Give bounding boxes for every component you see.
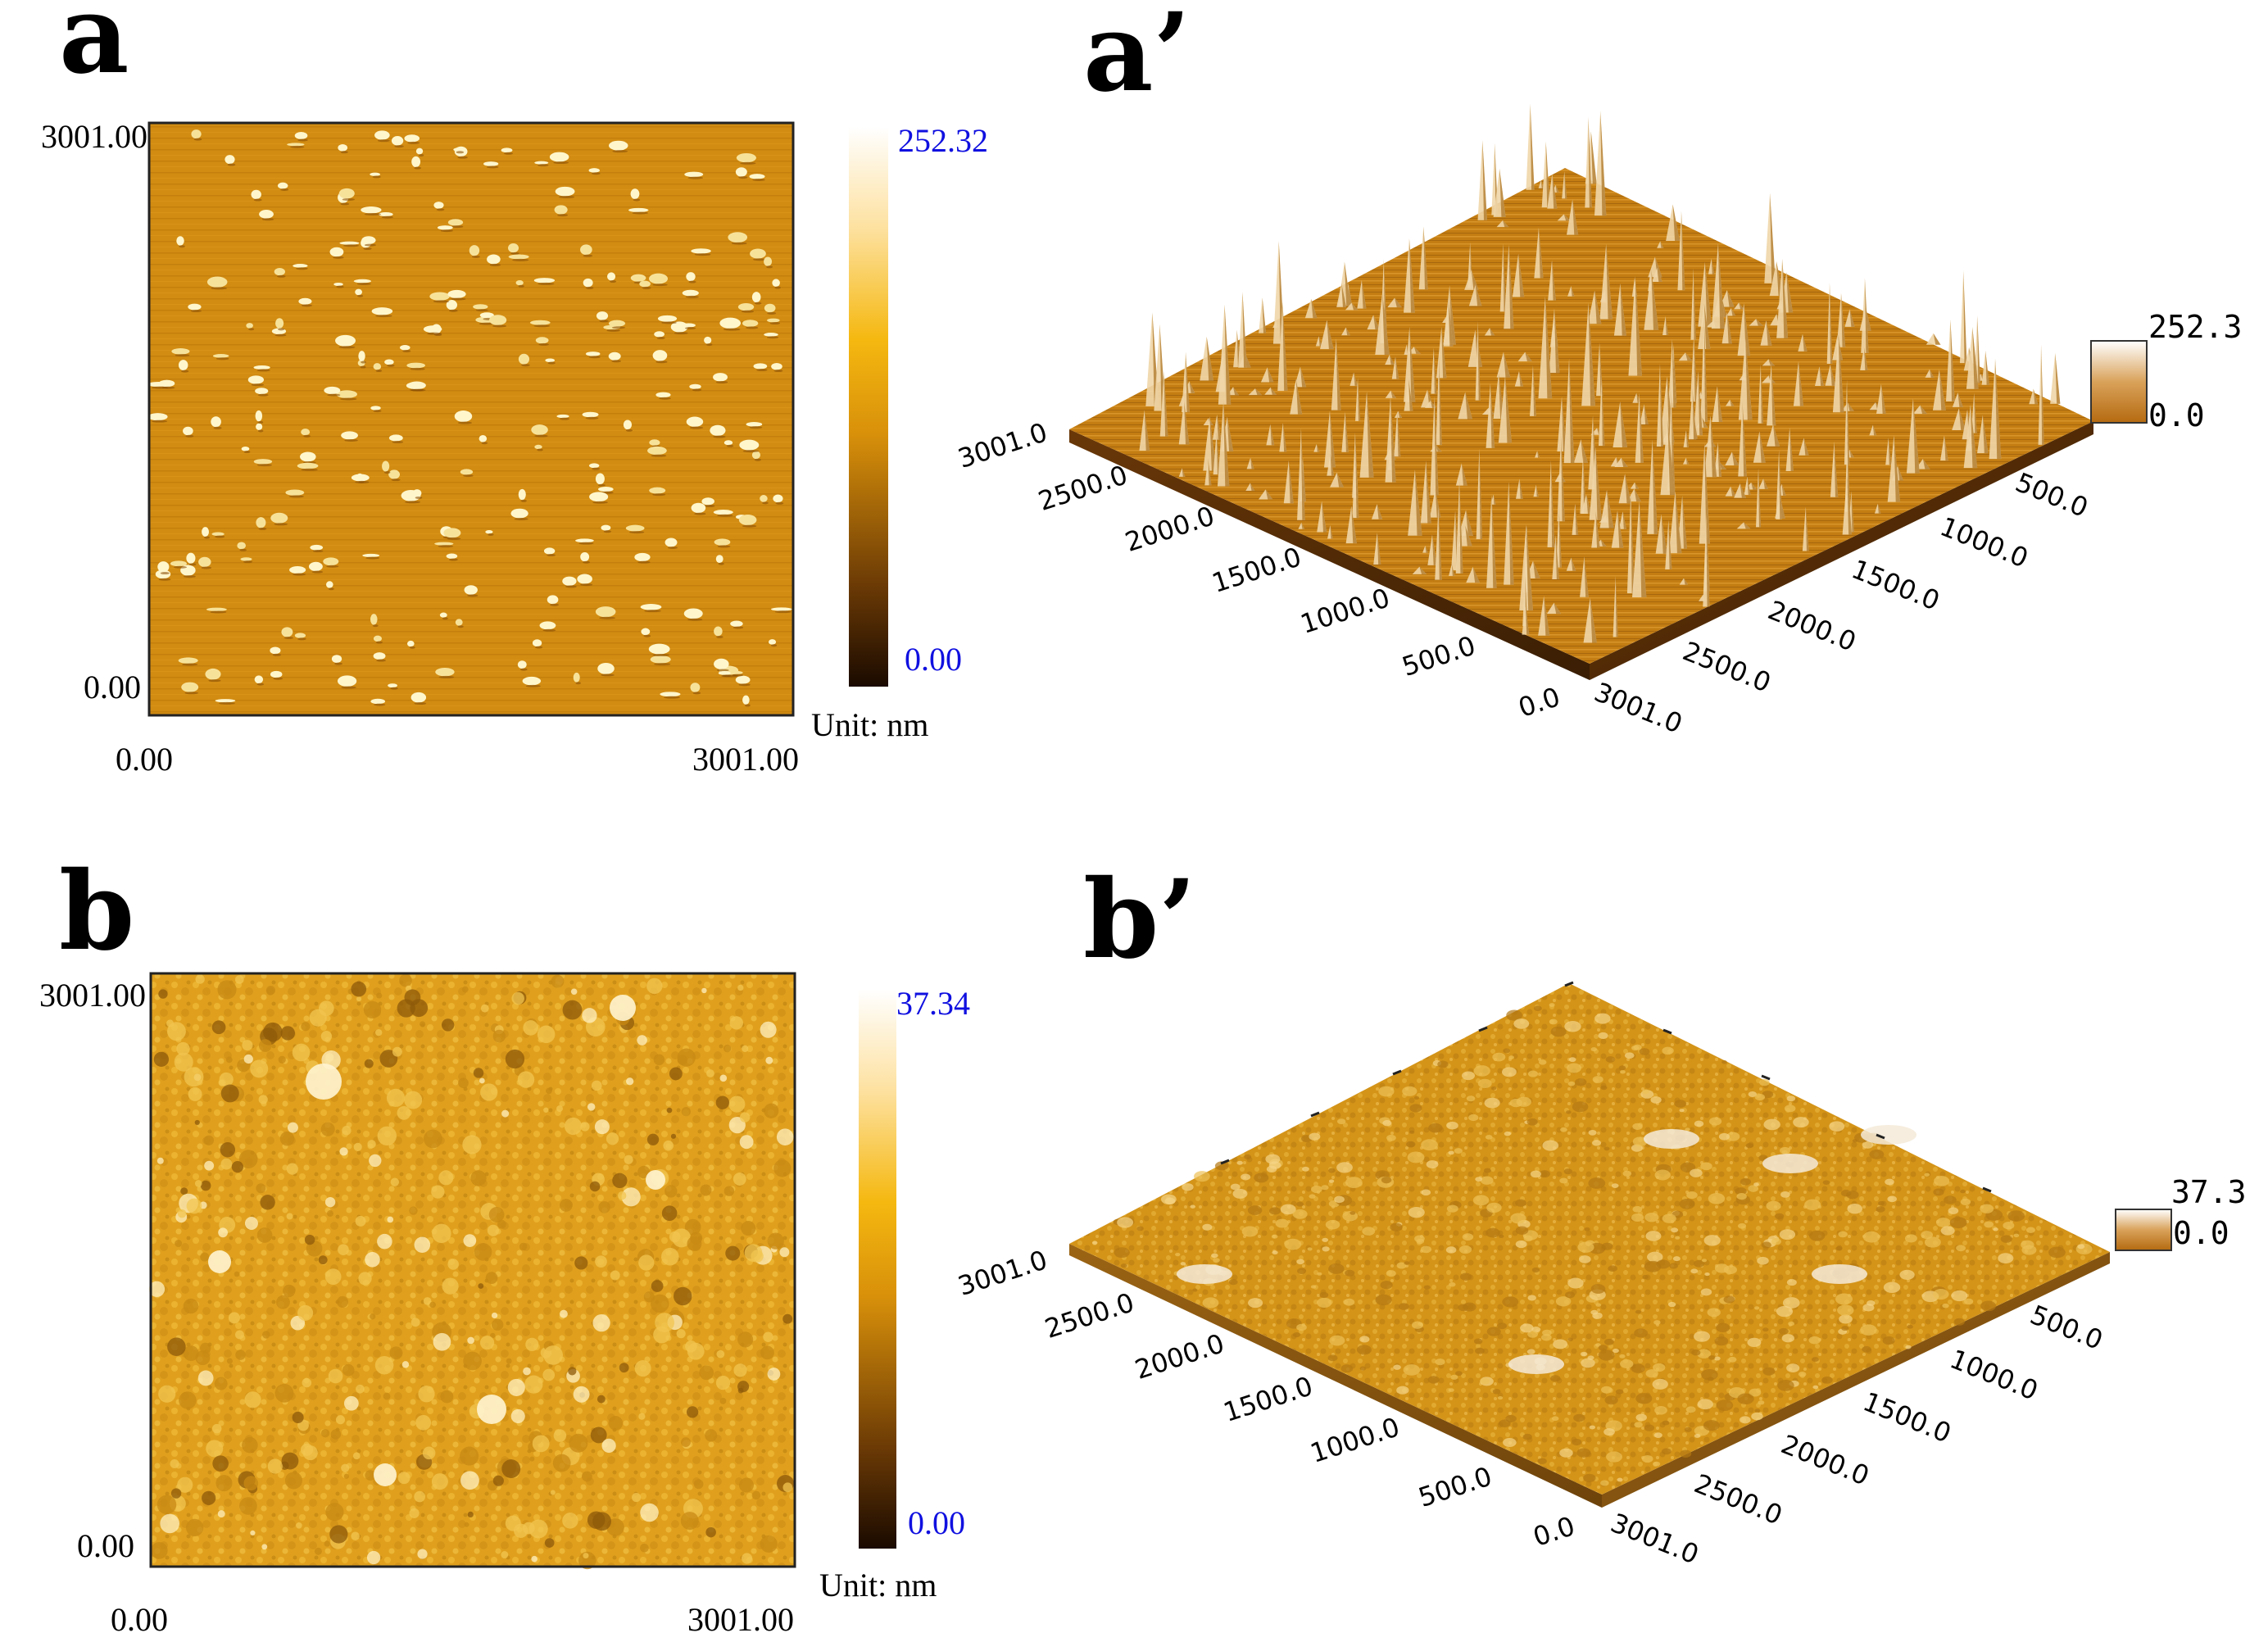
left-tick-b3d-2: 2000.0 [1131, 1327, 1227, 1386]
left-tick-a3d-1: 2500.0 [1034, 459, 1131, 517]
y-max-label-a: 3001.00 [41, 118, 147, 155]
right-tick-a3d-0: 500.0 [2012, 466, 2093, 524]
left-tick-a3d-2: 2000.0 [1121, 500, 1218, 558]
z-max-a3d: 252.3 [2148, 309, 2242, 345]
scale-max-b: 37.34 [896, 985, 970, 1022]
panel-label-b-prime: b’ [1083, 856, 1196, 983]
color-scale-bar-a [849, 127, 888, 687]
surface-spikes-a3d [1139, 103, 2061, 643]
right-tick-a3d-4: 2500.0 [1679, 635, 1776, 698]
z-scale-bar-a3d [2090, 340, 2148, 424]
left-tick-b3d-3: 1500.0 [1219, 1370, 1316, 1428]
surface-side-left-a3d [1069, 429, 1590, 680]
right-tick-a3d-3: 2000.0 [1764, 594, 1861, 657]
x-max-label-a: 3001.00 [692, 741, 799, 778]
right-tick-b3d-3: 2000.0 [1777, 1428, 1874, 1491]
surface-grains-b [148, 973, 795, 1570]
surface-particles-a [147, 129, 792, 707]
x-min-label-a: 0.00 [116, 741, 173, 778]
panel-a-prime: a’ 3001.0 2500.0 2000.0 1500.0 1000.0 50… [954, 0, 2242, 739]
left-tick-a3d-5: 500.0 [1398, 630, 1479, 683]
right-tick-a3d-5: 3001.0 [1590, 676, 1687, 739]
surface-3d-b [1069, 983, 2110, 1495]
left-tick-b3d-0: 3001.0 [954, 1244, 1050, 1302]
panel-label-a-prime: a’ [1083, 0, 1191, 116]
panel-label-a: a [59, 0, 129, 98]
panel-label-b: b [59, 848, 134, 975]
y-max-label-b: 3001.00 [39, 977, 146, 1014]
right-tick-b3d-2: 1500.0 [1859, 1386, 1956, 1449]
y-min-label-b: 0.00 [77, 1527, 134, 1564]
left-tick-a3d-6: 0.0 [1514, 681, 1563, 723]
surface-3d-a [1069, 168, 2093, 664]
left-tick-a3d-0: 3001.0 [954, 416, 1050, 474]
left-tick-b3d-6: 0.0 [1529, 1510, 1578, 1553]
right-tick-b3d-5: 3001.0 [1607, 1507, 1703, 1570]
unit-label-a: Unit: nm [811, 706, 928, 743]
scale-min-a: 0.00 [905, 641, 962, 678]
z-min-b3d: 0.0 [2173, 1215, 2229, 1251]
right-tick-b3d-0: 500.0 [2026, 1299, 2107, 1356]
panel-b: b 3001.00 0.00 0.00 3001.00 37.34 0.00 U… [39, 848, 970, 1638]
z-min-a3d: 0.0 [2148, 397, 2205, 433]
panel-a: a 3001.00 0.00 0.00 3001.00 252.32 0.00 … [41, 0, 988, 778]
x-min-label-b: 0.00 [111, 1601, 168, 1638]
left-tick-b3d-5: 500.0 [1414, 1461, 1495, 1513]
right-tick-b3d-4: 2500.0 [1690, 1467, 1787, 1531]
map-frame-a [147, 121, 795, 717]
color-scale-bar-b [859, 990, 896, 1549]
x-max-label-b: 3001.00 [687, 1601, 794, 1638]
right-tick-a3d-2: 1500.0 [1848, 553, 1944, 616]
y-min-label-a: 0.00 [84, 669, 141, 705]
right-tick-b3d-1: 1000.0 [1946, 1343, 2043, 1406]
scale-min-b: 0.00 [908, 1504, 965, 1541]
surface-side-left-b3d [1069, 1244, 1602, 1508]
surface-bumps-b3d [1091, 1003, 2093, 1486]
z-max-b3d: 37.3 [2171, 1174, 2247, 1210]
surface-side-right-a3d [1590, 421, 2093, 680]
left-tick-a3d-3: 1500.0 [1208, 541, 1304, 599]
unit-label-b: Unit: nm [819, 1567, 937, 1603]
left-tick-b3d-4: 1000.0 [1306, 1411, 1403, 1469]
right-tick-a3d-1: 1000.0 [1936, 510, 2033, 574]
surface-side-right-b3d [1602, 1252, 2110, 1508]
panel-b-prime: b’ 3001.0 2500.0 2000.0 1500.0 [954, 856, 2246, 1570]
map-frame-b [149, 972, 796, 1568]
left-tick-a3d-4: 1000.0 [1296, 582, 1393, 640]
z-scale-bar-b3d [2115, 1209, 2172, 1251]
left-tick-b3d-1: 2500.0 [1041, 1286, 1137, 1345]
scale-max-a: 252.32 [898, 122, 988, 159]
edge-ticks-b3d [1220, 981, 1992, 1193]
